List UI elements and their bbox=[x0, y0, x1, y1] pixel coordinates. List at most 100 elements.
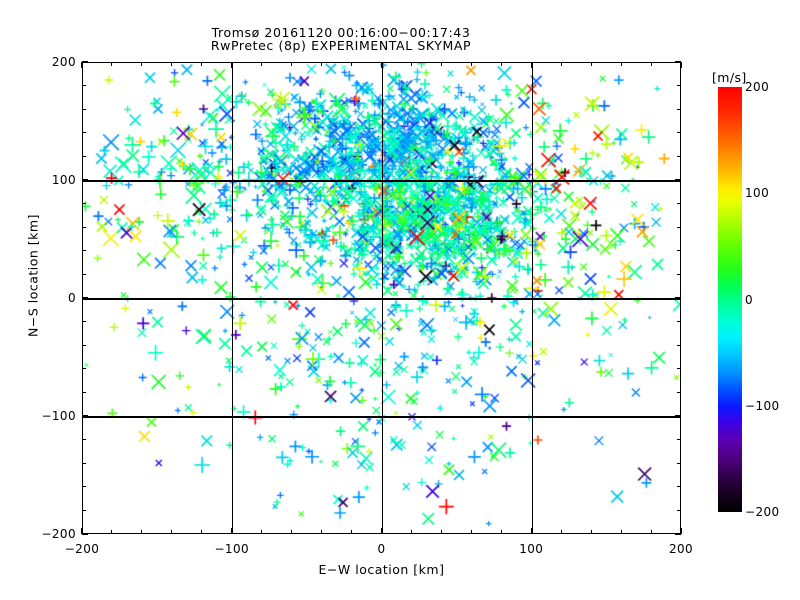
x-tick-minor bbox=[650, 530, 652, 534]
x-tick-minor bbox=[470, 62, 472, 66]
y-tick-minor bbox=[82, 226, 86, 228]
x-tick-minor bbox=[201, 62, 203, 66]
x-tick-major bbox=[380, 528, 383, 534]
x-tick-major bbox=[530, 62, 532, 68]
y-tick-major bbox=[675, 61, 681, 63]
y-tick-major bbox=[82, 179, 88, 181]
y-tick-minor bbox=[82, 344, 86, 346]
y-tick-minor bbox=[82, 486, 86, 488]
x-tick-label: 100 bbox=[519, 542, 544, 556]
y-tick-major bbox=[82, 297, 88, 299]
y-tick-minor bbox=[82, 132, 86, 134]
colorbar bbox=[718, 87, 742, 512]
gridline-horizontal-y0 bbox=[83, 298, 680, 300]
y-axis-label: N−S location [km] bbox=[25, 214, 41, 337]
x-tick-minor bbox=[560, 530, 562, 534]
y-tick-major bbox=[82, 61, 88, 63]
plot-area bbox=[82, 62, 681, 534]
x-tick-minor bbox=[500, 530, 502, 534]
y-tick-minor bbox=[677, 108, 681, 110]
title-line-2: RwPretec (8p) EXPERIMENTAL SKYMAP bbox=[210, 38, 472, 53]
y-tick-minor bbox=[82, 391, 86, 393]
x-tick-major bbox=[231, 62, 233, 68]
y-tick-label: −100 bbox=[41, 409, 76, 423]
y-tick-minor bbox=[677, 203, 681, 205]
x-tick-minor bbox=[620, 62, 622, 66]
colorbar-unit-label: [m/s] bbox=[712, 70, 747, 85]
x-tick-major bbox=[81, 62, 83, 68]
title-line-1: Tromsø 20161120 00:16:00−00:17:43 bbox=[211, 25, 471, 40]
gridline-vertical-x0 bbox=[381, 63, 384, 533]
y-tick-minor bbox=[82, 368, 86, 370]
x-tick-label: −100 bbox=[214, 542, 250, 556]
x-tick-minor bbox=[141, 530, 143, 534]
y-tick-major bbox=[82, 415, 88, 417]
x-tick-major bbox=[530, 528, 532, 534]
y-tick-minor bbox=[677, 85, 681, 87]
scatter-plot-canvas bbox=[83, 63, 680, 533]
y-tick-minor bbox=[677, 321, 681, 323]
y-tick-minor bbox=[677, 439, 681, 441]
colorbar-tick-label: −100 bbox=[745, 398, 780, 413]
y-tick-minor bbox=[82, 85, 86, 87]
x-tick-minor bbox=[261, 530, 263, 534]
x-tick-minor bbox=[590, 530, 592, 534]
y-tick-minor bbox=[82, 203, 86, 205]
x-tick-minor bbox=[410, 62, 412, 66]
colorbar-tick-label: 200 bbox=[745, 80, 770, 94]
x-tick-minor bbox=[410, 530, 412, 534]
x-tick-minor bbox=[321, 530, 323, 534]
y-tick-label: 0 bbox=[67, 291, 76, 305]
y-tick-minor bbox=[677, 368, 681, 370]
y-tick-minor bbox=[677, 391, 681, 393]
x-tick-minor bbox=[440, 530, 442, 534]
y-tick-major bbox=[675, 533, 681, 535]
x-tick-minor bbox=[351, 530, 353, 534]
y-tick-major bbox=[675, 415, 681, 417]
y-tick-major bbox=[82, 533, 88, 535]
x-tick-minor bbox=[500, 62, 502, 66]
y-tick-minor bbox=[82, 321, 86, 323]
gridline-horizontal-yp100 bbox=[83, 180, 680, 182]
x-tick-minor bbox=[171, 530, 173, 534]
x-tick-minor bbox=[111, 62, 113, 66]
x-tick-minor bbox=[590, 62, 592, 66]
colorbar-gradient bbox=[718, 87, 742, 512]
x-tick-major bbox=[81, 528, 83, 534]
x-tick-minor bbox=[650, 62, 652, 66]
x-tick-minor bbox=[620, 530, 622, 534]
x-tick-label: 200 bbox=[668, 542, 694, 556]
x-tick-minor bbox=[141, 62, 143, 66]
y-tick-minor bbox=[677, 250, 681, 252]
x-tick-minor bbox=[291, 62, 293, 66]
y-tick-label: −200 bbox=[41, 527, 76, 541]
y-tick-major bbox=[675, 179, 681, 181]
x-tick-minor bbox=[470, 530, 472, 534]
x-tick-minor bbox=[440, 62, 442, 66]
y-tick-minor bbox=[677, 132, 681, 134]
y-tick-minor bbox=[82, 462, 86, 464]
y-tick-minor bbox=[677, 509, 681, 511]
x-axis-label: E−W location [km] bbox=[318, 562, 445, 577]
plot-title: Tromsø 20161120 00:16:00−00:17:43 RwPret… bbox=[0, 26, 682, 52]
x-tick-major bbox=[231, 528, 233, 534]
y-tick-minor bbox=[82, 250, 86, 252]
x-tick-minor bbox=[171, 62, 173, 66]
y-tick-minor bbox=[82, 273, 86, 275]
x-tick-minor bbox=[291, 530, 293, 534]
y-tick-minor bbox=[82, 155, 86, 157]
x-tick-minor bbox=[111, 530, 113, 534]
y-tick-label: 100 bbox=[51, 173, 76, 187]
y-tick-minor bbox=[677, 344, 681, 346]
x-tick-minor bbox=[560, 62, 562, 66]
y-tick-minor bbox=[677, 226, 681, 228]
gridline-horizontal-ym100 bbox=[83, 416, 680, 418]
y-tick-minor bbox=[677, 486, 681, 488]
y-tick-minor bbox=[82, 108, 86, 110]
x-tick-major bbox=[680, 528, 682, 534]
y-tick-minor bbox=[82, 439, 86, 441]
y-tick-minor bbox=[677, 462, 681, 464]
x-tick-major bbox=[380, 62, 383, 68]
y-tick-label: 200 bbox=[51, 55, 76, 69]
